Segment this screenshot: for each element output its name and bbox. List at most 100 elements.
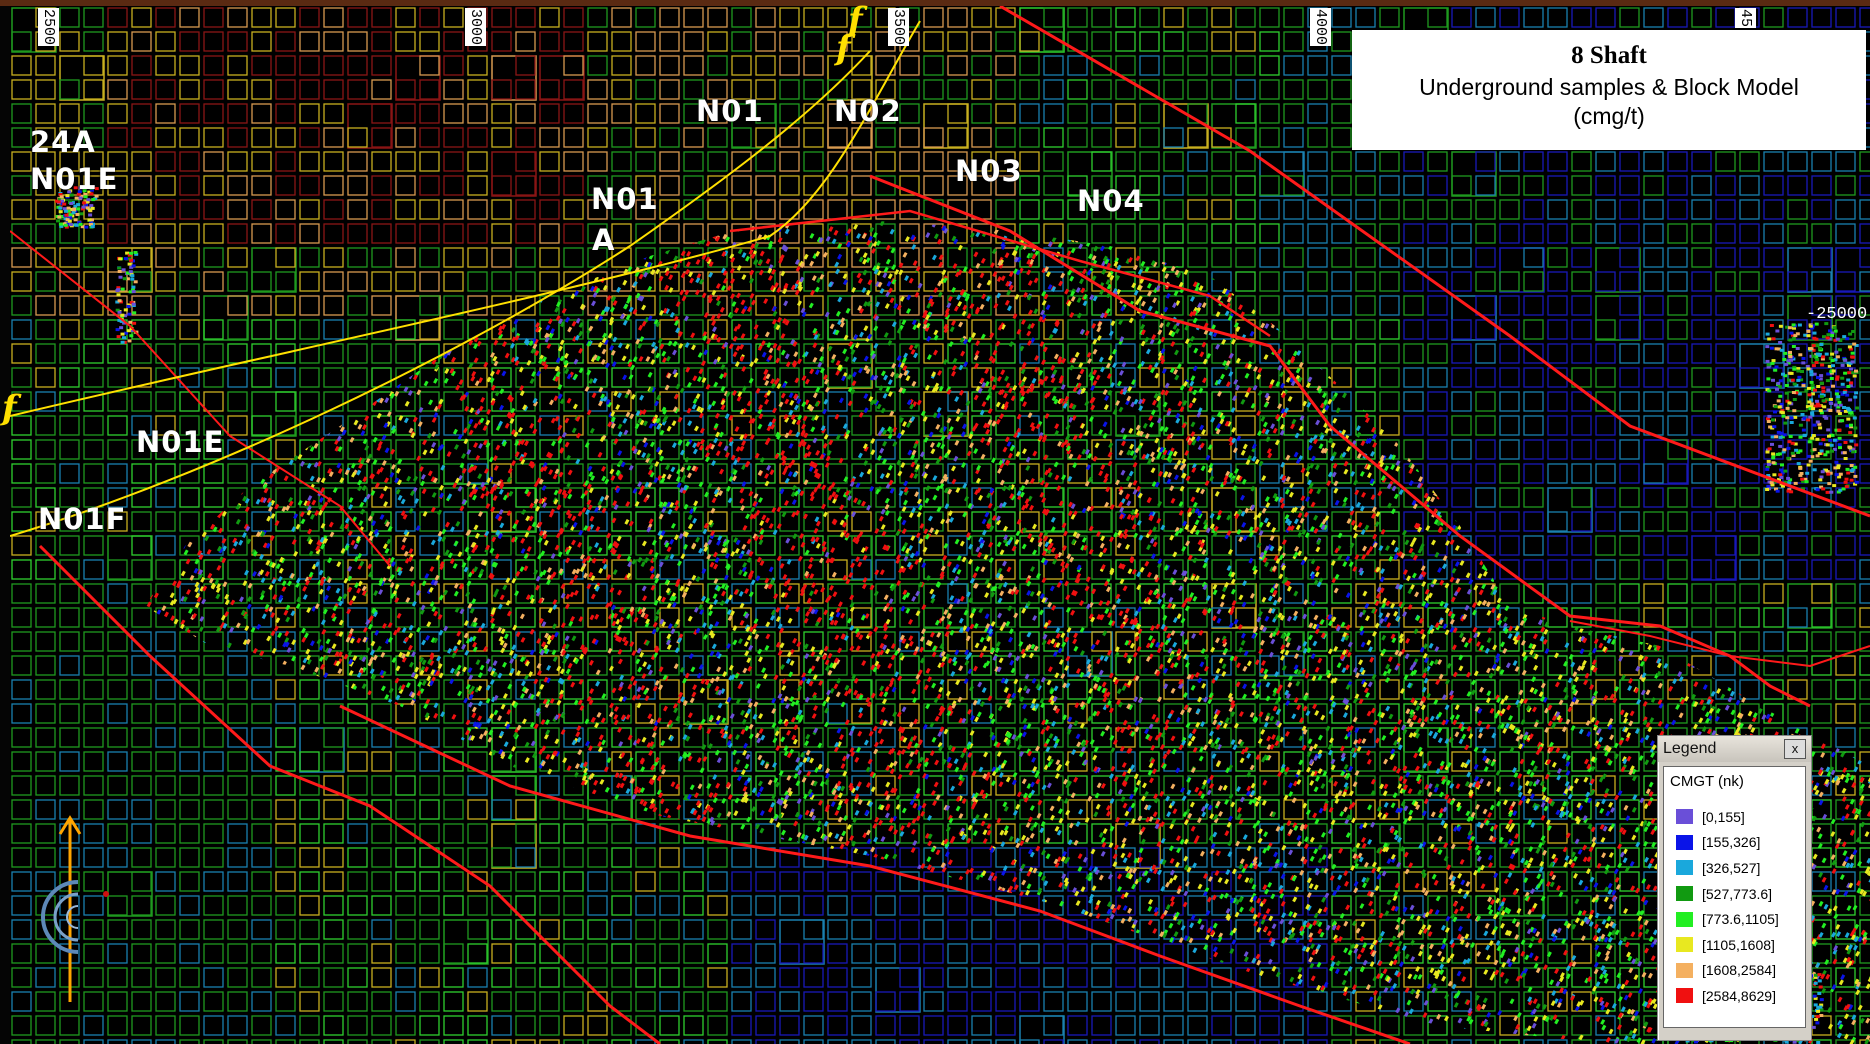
model-block bbox=[1067, 967, 1088, 988]
model-block bbox=[803, 55, 824, 76]
model-block bbox=[1043, 967, 1064, 988]
model-block bbox=[1091, 55, 1112, 76]
sample-point bbox=[1489, 430, 1494, 437]
model-block bbox=[1211, 295, 1232, 316]
model-block bbox=[683, 871, 704, 892]
model-block bbox=[1163, 7, 1184, 28]
sample-point bbox=[159, 254, 165, 261]
model-block bbox=[83, 775, 104, 796]
model-block bbox=[107, 391, 128, 412]
model-block bbox=[539, 391, 560, 412]
model-block bbox=[1427, 439, 1448, 460]
model-block bbox=[1619, 895, 1640, 916]
model-block bbox=[155, 919, 176, 940]
model-block bbox=[179, 1015, 200, 1036]
model-block bbox=[227, 7, 248, 28]
model-block bbox=[1499, 295, 1520, 316]
model-block bbox=[635, 943, 656, 964]
model-block bbox=[323, 991, 344, 1012]
model-block bbox=[539, 919, 560, 940]
model-block bbox=[395, 55, 441, 101]
model-block bbox=[755, 919, 776, 940]
model-block bbox=[1595, 607, 1616, 628]
model-block bbox=[1619, 655, 1640, 676]
model-block bbox=[1211, 199, 1232, 220]
model-block bbox=[875, 1015, 896, 1036]
model-block bbox=[1283, 319, 1304, 340]
model-block bbox=[851, 487, 872, 508]
model-block bbox=[707, 295, 728, 316]
model-block bbox=[347, 79, 368, 100]
model-block bbox=[1115, 31, 1136, 52]
model-block bbox=[611, 871, 632, 892]
sample-point bbox=[520, 548, 526, 554]
model-block bbox=[155, 463, 176, 484]
model-block bbox=[1211, 1039, 1232, 1044]
model-block bbox=[803, 487, 824, 508]
sample-point bbox=[859, 916, 865, 923]
model-block bbox=[347, 919, 368, 940]
model-block bbox=[371, 703, 392, 724]
model-block bbox=[299, 127, 320, 148]
model-block bbox=[1691, 535, 1737, 581]
model-block bbox=[323, 895, 344, 916]
model-block bbox=[419, 559, 440, 580]
model-block bbox=[1307, 727, 1328, 748]
model-block bbox=[1499, 367, 1520, 388]
model-block bbox=[1091, 967, 1112, 988]
sample-point bbox=[1701, 439, 1707, 446]
sample-point bbox=[1027, 1016, 1033, 1023]
model-block bbox=[1211, 679, 1232, 700]
left-border bbox=[0, 6, 10, 1044]
model-block bbox=[899, 1015, 920, 1036]
sample-point bbox=[1194, 519, 1200, 526]
model-block bbox=[1307, 79, 1328, 100]
model-block bbox=[395, 583, 416, 604]
model-block bbox=[1475, 367, 1496, 388]
sample-point bbox=[1032, 523, 1037, 530]
model-block bbox=[971, 967, 992, 988]
model-block bbox=[419, 943, 440, 964]
model-block bbox=[1643, 319, 1664, 340]
model-block bbox=[1187, 655, 1208, 676]
model-block bbox=[467, 487, 488, 508]
model-block bbox=[395, 391, 416, 412]
model-block bbox=[467, 127, 488, 148]
model-block bbox=[1643, 151, 1664, 172]
sample-point bbox=[648, 750, 654, 757]
sample-point bbox=[1393, 829, 1399, 836]
model-block bbox=[1715, 487, 1736, 508]
model-block bbox=[1427, 463, 1448, 484]
model-block bbox=[635, 79, 656, 100]
model-block bbox=[1859, 151, 1870, 172]
sample-point bbox=[825, 696, 831, 703]
model-block bbox=[1667, 247, 1688, 268]
model-block bbox=[1619, 175, 1640, 196]
model-block bbox=[563, 367, 584, 388]
sample-point bbox=[1650, 752, 1656, 758]
model-block bbox=[419, 55, 440, 76]
model-block bbox=[83, 1015, 104, 1036]
sample-point bbox=[1729, 308, 1735, 315]
model-block bbox=[947, 55, 968, 76]
model-block bbox=[827, 7, 848, 28]
model-block bbox=[563, 535, 584, 556]
sample-point bbox=[1668, 372, 1674, 379]
model-block bbox=[1811, 271, 1832, 292]
model-block bbox=[11, 343, 32, 364]
model-block bbox=[1307, 223, 1328, 244]
model-block bbox=[683, 7, 704, 28]
model-block bbox=[1715, 607, 1736, 628]
block-model-map[interactable] bbox=[10, 6, 1870, 1044]
sample-point bbox=[571, 539, 576, 546]
sample-point bbox=[1594, 944, 1600, 951]
model-block bbox=[1523, 343, 1544, 364]
model-block bbox=[587, 871, 608, 892]
model-block bbox=[1595, 7, 1616, 28]
model-block bbox=[659, 175, 680, 196]
model-block bbox=[419, 103, 440, 124]
model-block bbox=[539, 199, 560, 220]
model-block bbox=[1139, 1039, 1160, 1044]
sample-point bbox=[1630, 885, 1636, 892]
model-block bbox=[923, 31, 944, 52]
